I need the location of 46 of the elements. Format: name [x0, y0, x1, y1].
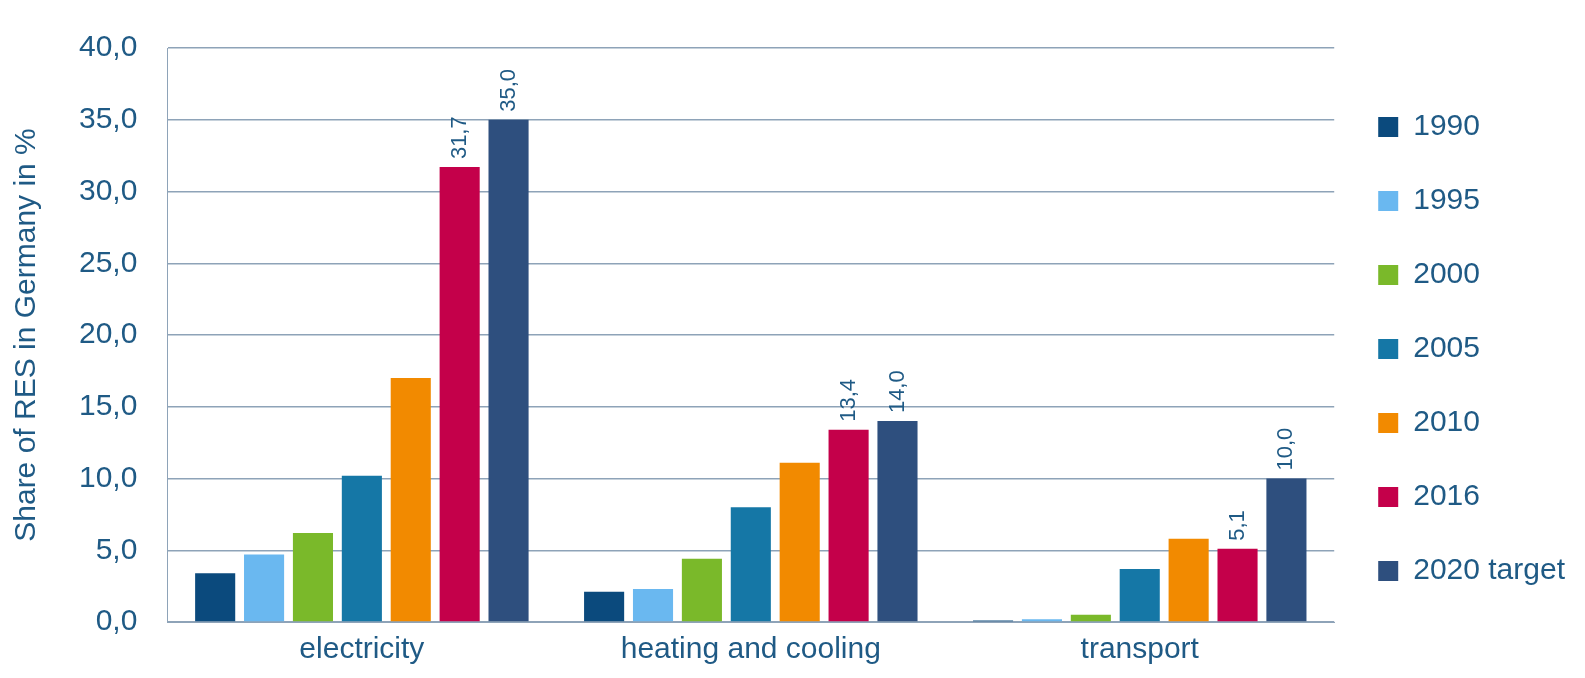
- bar: [292, 533, 334, 622]
- bar: [730, 507, 771, 622]
- data-label: 13,4: [834, 378, 860, 422]
- x-tick-label: transport: [1080, 631, 1200, 665]
- bar: [1021, 619, 1062, 622]
- data-label: 31,7: [445, 116, 471, 160]
- bar: [632, 589, 674, 622]
- bar: [1119, 568, 1160, 622]
- y-tick-label: 0,0: [95, 603, 138, 637]
- bar: [1168, 538, 1209, 622]
- y-tick-label: 15,0: [79, 388, 138, 422]
- y-tick-label: 40,0: [79, 29, 138, 63]
- bar: [488, 119, 529, 622]
- data-label: 10,0: [1272, 427, 1298, 471]
- bar: [1070, 614, 1111, 622]
- data-label: 35,0: [494, 68, 520, 112]
- bar: [877, 421, 918, 622]
- bar: [341, 475, 382, 622]
- legend-label: 2010: [1413, 404, 1480, 438]
- bar: [1266, 478, 1307, 622]
- bar: [390, 378, 431, 622]
- legend-label: 2020 target: [1413, 552, 1566, 586]
- y-axis-title: Share of RES in Germany in %: [8, 128, 42, 542]
- bar: [584, 591, 625, 622]
- bar: [828, 429, 869, 622]
- x-tick-label: heating and cooling: [620, 631, 881, 665]
- y-tick-label: 35,0: [79, 101, 138, 135]
- bar: [1217, 548, 1258, 622]
- bar: [195, 573, 236, 622]
- legend-label: 2005: [1413, 330, 1480, 364]
- bar: [681, 558, 722, 622]
- y-tick-label: 5,0: [95, 531, 138, 565]
- data-label: 5,1: [1223, 510, 1249, 541]
- bar: [779, 462, 820, 622]
- y-tick-label: 25,0: [79, 244, 138, 278]
- legend-label: 1995: [1413, 182, 1480, 216]
- y-tick-label: 30,0: [79, 172, 138, 206]
- bar: [244, 554, 285, 622]
- bar: [439, 167, 480, 622]
- x-tick-label: electricity: [299, 631, 425, 665]
- legend-label: 1990: [1413, 108, 1480, 142]
- y-tick-label: 20,0: [79, 316, 138, 350]
- legend-label: 2016: [1413, 478, 1480, 512]
- legend-label: 2000: [1413, 256, 1480, 290]
- y-tick-label: 10,0: [79, 459, 138, 493]
- data-label: 14,0: [883, 370, 909, 414]
